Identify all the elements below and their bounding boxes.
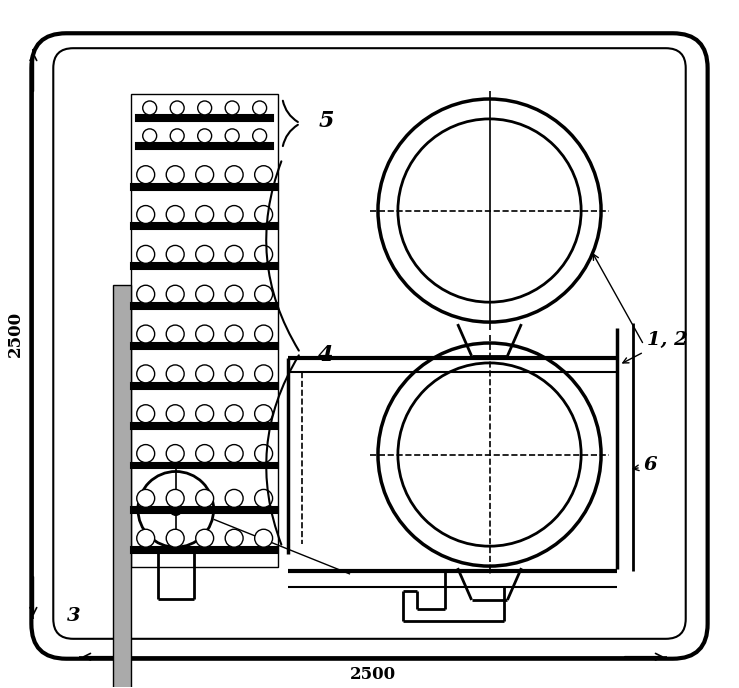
Circle shape	[137, 246, 154, 264]
Circle shape	[255, 365, 273, 383]
Bar	[131, 184, 279, 190]
Circle shape	[225, 405, 243, 422]
Circle shape	[166, 246, 184, 264]
Text: 5: 5	[319, 110, 334, 132]
Circle shape	[196, 286, 214, 303]
Circle shape	[225, 444, 243, 462]
Circle shape	[196, 529, 214, 547]
Circle shape	[137, 365, 154, 383]
Bar	[131, 94, 279, 567]
Circle shape	[225, 129, 239, 143]
Circle shape	[137, 529, 154, 547]
Circle shape	[166, 325, 184, 343]
Circle shape	[198, 129, 211, 143]
Circle shape	[166, 166, 184, 184]
Bar	[131, 383, 279, 389]
Circle shape	[137, 405, 154, 422]
Circle shape	[196, 325, 214, 343]
Circle shape	[166, 489, 184, 507]
Circle shape	[170, 101, 184, 115]
Circle shape	[196, 206, 214, 224]
Circle shape	[225, 246, 243, 264]
Bar	[131, 507, 279, 513]
Circle shape	[166, 286, 184, 303]
Circle shape	[196, 365, 214, 383]
Bar	[131, 462, 279, 469]
Circle shape	[253, 129, 267, 143]
Bar	[131, 422, 279, 429]
Circle shape	[255, 206, 273, 224]
Circle shape	[255, 444, 273, 462]
Bar	[131, 264, 279, 269]
Circle shape	[143, 129, 157, 143]
Bar	[136, 115, 273, 121]
Circle shape	[137, 206, 154, 224]
Circle shape	[170, 129, 184, 143]
Circle shape	[225, 489, 243, 507]
Circle shape	[225, 529, 243, 547]
Text: 2500: 2500	[7, 311, 24, 357]
Circle shape	[137, 325, 154, 343]
Circle shape	[137, 166, 154, 184]
Circle shape	[255, 405, 273, 422]
Circle shape	[137, 489, 154, 507]
Circle shape	[166, 405, 184, 422]
Circle shape	[255, 529, 273, 547]
Circle shape	[196, 444, 214, 462]
Bar	[136, 143, 273, 149]
Text: 2500: 2500	[350, 666, 396, 683]
Circle shape	[225, 206, 243, 224]
Circle shape	[196, 405, 214, 422]
Circle shape	[253, 101, 267, 115]
Circle shape	[255, 489, 273, 507]
Bar	[131, 343, 279, 349]
Text: 1, 2: 1, 2	[647, 331, 687, 349]
Circle shape	[225, 166, 243, 184]
Bar	[131, 547, 279, 553]
Bar	[131, 303, 279, 309]
Circle shape	[166, 444, 184, 462]
Circle shape	[170, 504, 182, 515]
Circle shape	[166, 206, 184, 224]
Circle shape	[196, 489, 214, 507]
Circle shape	[198, 101, 211, 115]
Circle shape	[166, 529, 184, 547]
Circle shape	[225, 101, 239, 115]
Circle shape	[255, 246, 273, 264]
Bar	[113, 286, 131, 688]
Circle shape	[137, 286, 154, 303]
Circle shape	[137, 444, 154, 462]
Circle shape	[196, 166, 214, 184]
Text: 4: 4	[319, 344, 334, 366]
Circle shape	[225, 325, 243, 343]
FancyBboxPatch shape	[31, 33, 708, 658]
Circle shape	[143, 101, 157, 115]
Circle shape	[255, 325, 273, 343]
Circle shape	[255, 286, 273, 303]
Circle shape	[225, 286, 243, 303]
Circle shape	[255, 166, 273, 184]
Text: 6: 6	[644, 455, 658, 473]
Text: 3: 3	[67, 607, 81, 625]
Circle shape	[196, 246, 214, 264]
Circle shape	[225, 365, 243, 383]
Bar	[131, 224, 279, 230]
Circle shape	[166, 365, 184, 383]
